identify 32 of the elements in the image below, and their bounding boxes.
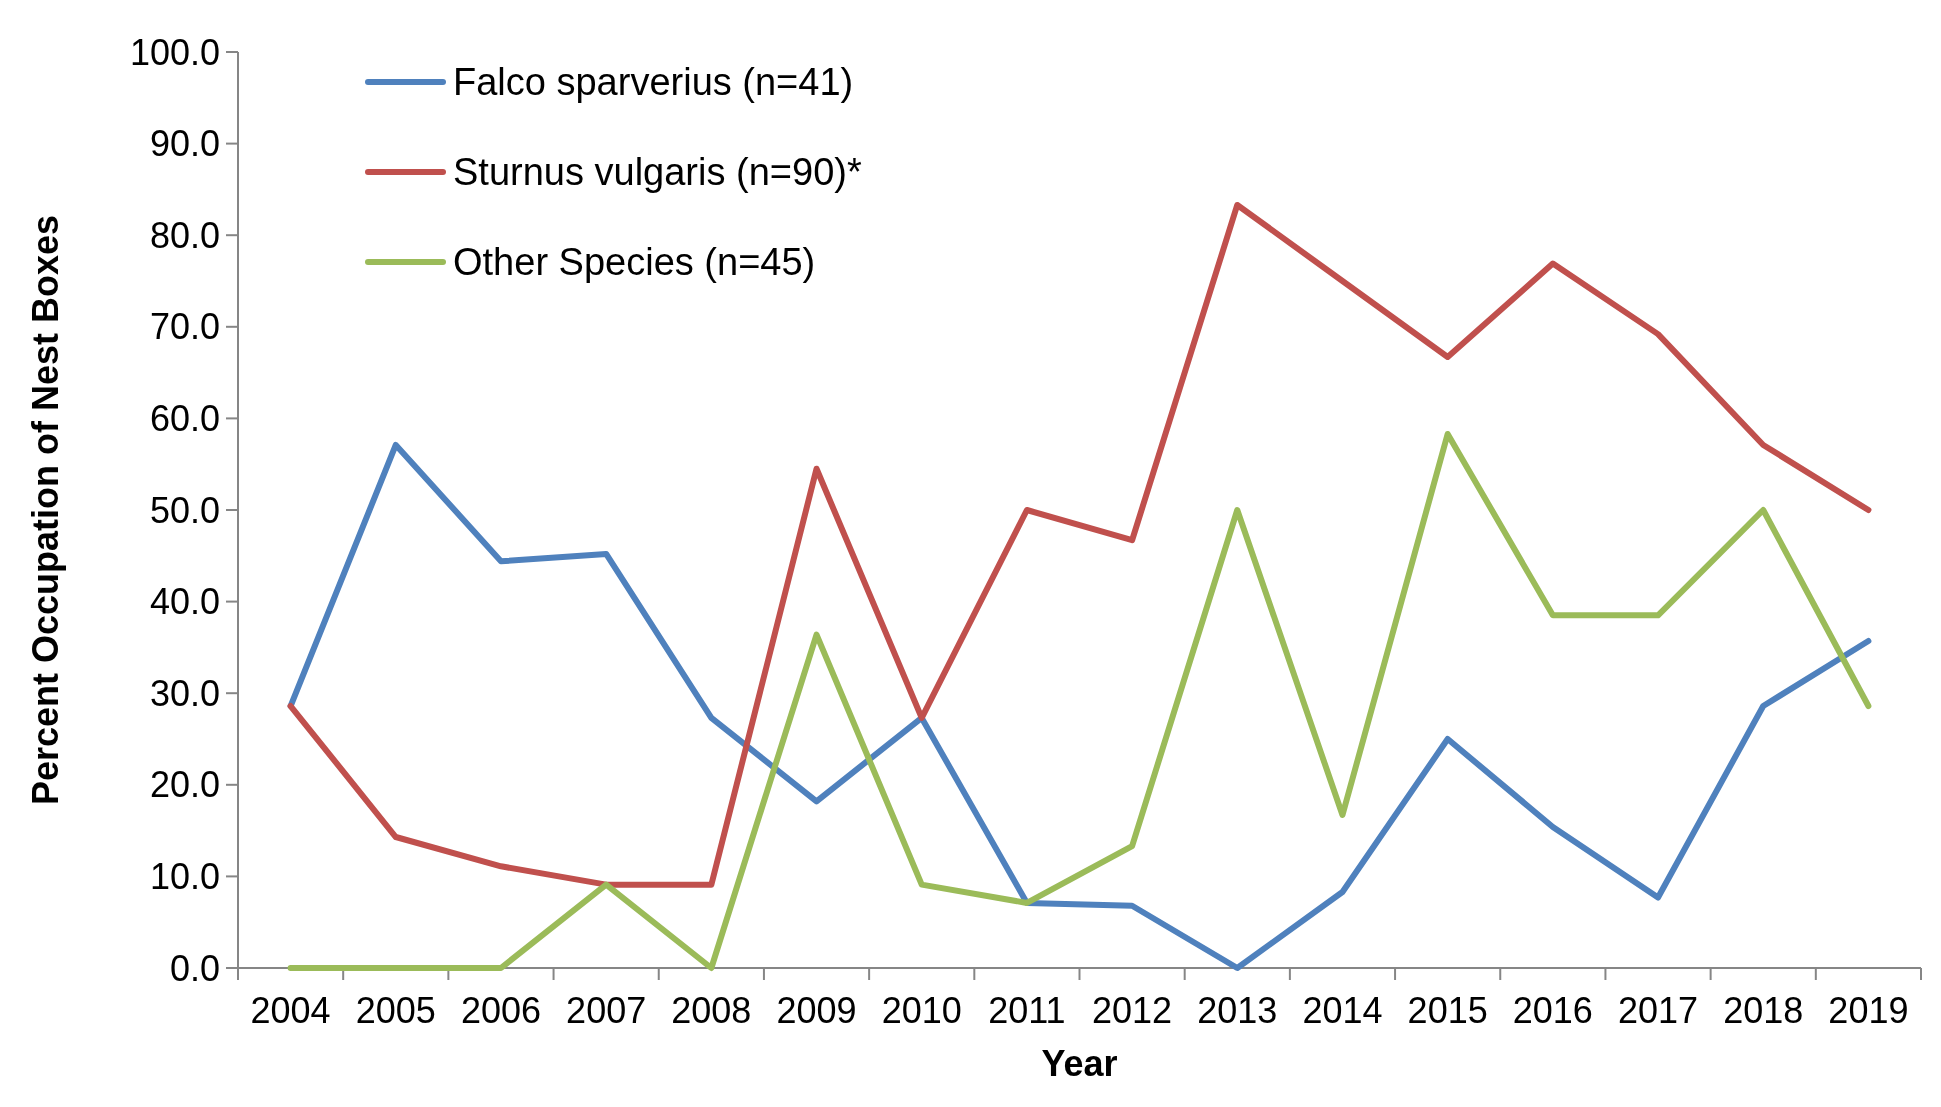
y-axis-title: Percent Occupation of Nest Boxes — [25, 214, 66, 806]
y-tick-label: 50.0 — [149, 489, 220, 531]
x-tick-label: 2013 — [1197, 990, 1278, 1031]
y-tick-label: 90.0 — [149, 123, 220, 165]
x-tick-label: 2010 — [881, 990, 962, 1031]
x-tick-label: 2017 — [1617, 990, 1699, 1031]
y-tick-label: 100.0 — [129, 31, 220, 73]
x-tick-label: 2012 — [1092, 990, 1173, 1031]
y-tick-label: 30.0 — [149, 672, 220, 714]
y-tick-label: 0.0 — [169, 947, 220, 989]
x-tick-label: 2011 — [988, 990, 1066, 1031]
y-tick-label: 70.0 — [149, 306, 220, 348]
x-axis-title: Year — [1041, 1043, 1118, 1084]
x-tick-label: 2006 — [460, 990, 542, 1031]
y-tick-label: 20.0 — [149, 764, 220, 806]
y-tick-label: 60.0 — [149, 398, 220, 439]
x-tick-label: 2018 — [1723, 990, 1804, 1031]
y-tick-label: 10.0 — [149, 856, 220, 897]
x-tick-label: 2008 — [671, 990, 752, 1031]
x-tick-label: 2015 — [1407, 990, 1488, 1031]
y-tick-label: 80.0 — [149, 214, 220, 256]
legend-label: Other Species (n=45) — [453, 241, 816, 284]
x-tick-label: 2005 — [355, 990, 436, 1031]
x-tick-label: 2009 — [776, 990, 857, 1031]
legend-label: Falco sparverius (n=41) — [453, 61, 854, 104]
x-tick-label: 2019 — [1828, 990, 1909, 1031]
x-tick-label: 2014 — [1302, 990, 1383, 1031]
x-tick-label: 2004 — [250, 990, 331, 1031]
y-tick-label: 40.0 — [149, 581, 220, 623]
x-tick-label: 2007 — [566, 990, 647, 1031]
x-tick-label: 2016 — [1512, 990, 1593, 1031]
legend-label: Sturnus vulgaris (n=90)* — [453, 151, 862, 194]
